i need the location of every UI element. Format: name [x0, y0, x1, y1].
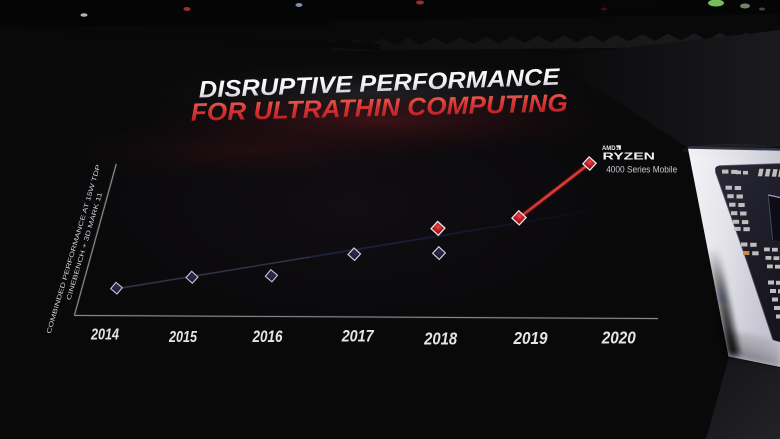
- svg-text:2017: 2017: [341, 327, 375, 346]
- svg-text:2015: 2015: [168, 329, 198, 346]
- svg-text:2014: 2014: [90, 327, 119, 344]
- svg-text:2019: 2019: [513, 328, 548, 348]
- svg-text:2020: 2020: [601, 328, 636, 348]
- svg-text:2016: 2016: [252, 328, 283, 346]
- svg-text:4000 Series Mobile: 4000 Series Mobile: [606, 165, 677, 175]
- svg-text:2018: 2018: [423, 328, 457, 348]
- svg-text:RYZEN: RYZEN: [603, 151, 656, 162]
- svg-text:AMD: AMD: [602, 145, 616, 152]
